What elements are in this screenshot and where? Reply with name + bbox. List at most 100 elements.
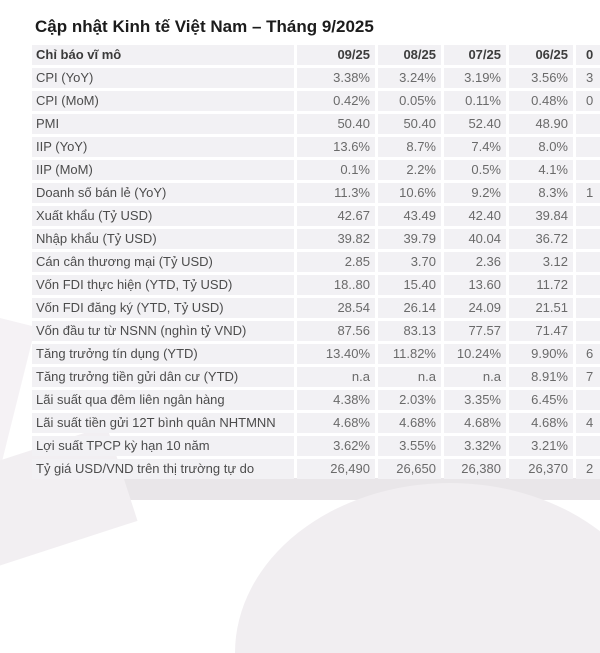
cell-value: 4.68% [444,413,506,433]
cell-value: 18..80 [297,275,375,295]
table-row: Nhập khẩu (Tỷ USD) 39.82 39.79 40.04 36.72 [32,229,600,249]
cell-value-clipped: 1 [576,183,600,203]
row-label: Vốn FDI thực hiện (YTD, Tỷ USD) [32,275,294,295]
cell-value: 28.54 [297,298,375,318]
table-row: Vốn đầu tư từ NSNN (nghìn tỷ VND) 87.56 83… [32,321,600,341]
header-month-clipped: 0 [576,45,600,65]
row-label: PMI [32,114,294,134]
cell-value: 11.3% [297,183,375,203]
cell-value: 3.55% [378,436,441,456]
cell-value: 8.7% [378,137,441,157]
cell-value: 2.85 [297,252,375,272]
cell-value-clipped [576,206,600,226]
cell-value: 2.03% [378,390,441,410]
cell-value: 42.67 [297,206,375,226]
cell-value: 40.04 [444,229,506,249]
cell-value-clipped: 3 [576,68,600,88]
cell-value: 39.84 [509,206,573,226]
cell-value-clipped [576,321,600,341]
cell-value: 2.36 [444,252,506,272]
cell-value: 3.35% [444,390,506,410]
cell-value-clipped [576,114,600,134]
page-title: Cập nhật Kinh tế Việt Nam – Tháng 9/2025 [35,17,374,37]
cell-value: 24.09 [444,298,506,318]
cell-value: 26,490 [297,459,375,479]
table-row: Tăng trưởng tín dụng (YTD) 13.40% 11.82% 10… [32,344,600,364]
row-label: Tỷ giá USD/VND trên thị trường tự do [32,459,294,479]
cell-value: 7.4% [444,137,506,157]
row-label: Nhập khẩu (Tỷ USD) [32,229,294,249]
header-month-0925: 09/25 [297,45,375,65]
cell-value: 3.21% [509,436,573,456]
table-row: CPI (YoY) 3.38% 3.24% 3.19% 3.56% 3 [32,68,600,88]
cell-value: 71.47 [509,321,573,341]
table-header-row: Chỉ báo vĩ mô 09/25 08/25 07/25 06/25 0 [32,45,600,65]
cell-value-clipped [576,436,600,456]
row-label: CPI (MoM) [32,91,294,111]
cell-value-clipped: 6 [576,344,600,364]
cell-value: 26,370 [509,459,573,479]
cell-value-clipped: 7 [576,367,600,387]
table-row: Vốn FDI đăng ký (YTD, Tỷ USD) 28.54 26.14 2… [32,298,600,318]
cell-value-clipped [576,252,600,272]
cell-value: n.a [297,367,375,387]
cell-value: 0.5% [444,160,506,180]
header-month-0825: 08/25 [378,45,441,65]
cell-value-clipped: 4 [576,413,600,433]
cell-value: 9.2% [444,183,506,203]
cell-value: 87.56 [297,321,375,341]
table-row: Xuất khẩu (Tỷ USD) 42.67 43.49 42.40 39.84 [32,206,600,226]
cell-value: 3.12 [509,252,573,272]
table-row: Cán cân thương mại (Tỷ USD) 2.85 3.70 2.36 3… [32,252,600,272]
cell-value: 42.40 [444,206,506,226]
row-label: IIP (MoM) [32,160,294,180]
cell-value: 21.51 [509,298,573,318]
cell-value: 77.57 [444,321,506,341]
cell-value: 8.91% [509,367,573,387]
cell-value: 3.70 [378,252,441,272]
cell-value: 3.32% [444,436,506,456]
table-row: Tỷ giá USD/VND trên thị trường tự do 26,4… [32,459,600,479]
cell-value: 8.3% [509,183,573,203]
cell-value: 3.24% [378,68,441,88]
cell-value-clipped [576,137,600,157]
cell-value: 2.2% [378,160,441,180]
table-row: IIP (YoY) 13.6% 8.7% 7.4% 8.0% [32,137,600,157]
cell-value: 39.79 [378,229,441,249]
cell-value: 39.82 [297,229,375,249]
table-row: PMI 50.40 50.40 52.40 48.90 [32,114,600,134]
cell-value-clipped: 2 [576,459,600,479]
cell-value: 26.14 [378,298,441,318]
cell-value: n.a [444,367,506,387]
row-label: Cán cân thương mại (Tỷ USD) [32,252,294,272]
row-label: Vốn FDI đăng ký (YTD, Tỷ USD) [32,298,294,318]
table-row: Vốn FDI thực hiện (YTD, Tỷ USD) 18..80 15.… [32,275,600,295]
cell-value: 4.68% [297,413,375,433]
cell-value: 8.0% [509,137,573,157]
cell-value: 3.38% [297,68,375,88]
row-label: Lãi suất qua đêm liên ngân hàng [32,390,294,410]
cell-value: 3.19% [444,68,506,88]
cell-value: 0.1% [297,160,375,180]
cell-value: 10.6% [378,183,441,203]
background-curve-shape [235,483,600,653]
cell-value: n.a [378,367,441,387]
cell-value: 3.62% [297,436,375,456]
table-row: Lợi suất TPCP kỳ hạn 10 năm 3.62% 3.55% 3.3… [32,436,600,456]
cell-value: 26,380 [444,459,506,479]
cell-value: 10.24% [444,344,506,364]
cell-value-clipped [576,229,600,249]
cell-value-clipped [576,298,600,318]
cell-value-clipped [576,275,600,295]
cell-value-clipped [576,390,600,410]
cell-value: 0.11% [444,91,506,111]
cell-value: 52.40 [444,114,506,134]
row-label: Doanh số bán lẻ (YoY) [32,183,294,203]
cell-value: 11.82% [378,344,441,364]
header-month-0625: 06/25 [509,45,573,65]
table-row: CPI (MoM) 0.42% 0.05% 0.11% 0.48% 0 [32,91,600,111]
header-month-0725: 07/25 [444,45,506,65]
cell-value: 50.40 [297,114,375,134]
cell-value: 9.90% [509,344,573,364]
cell-value: 0.42% [297,91,375,111]
